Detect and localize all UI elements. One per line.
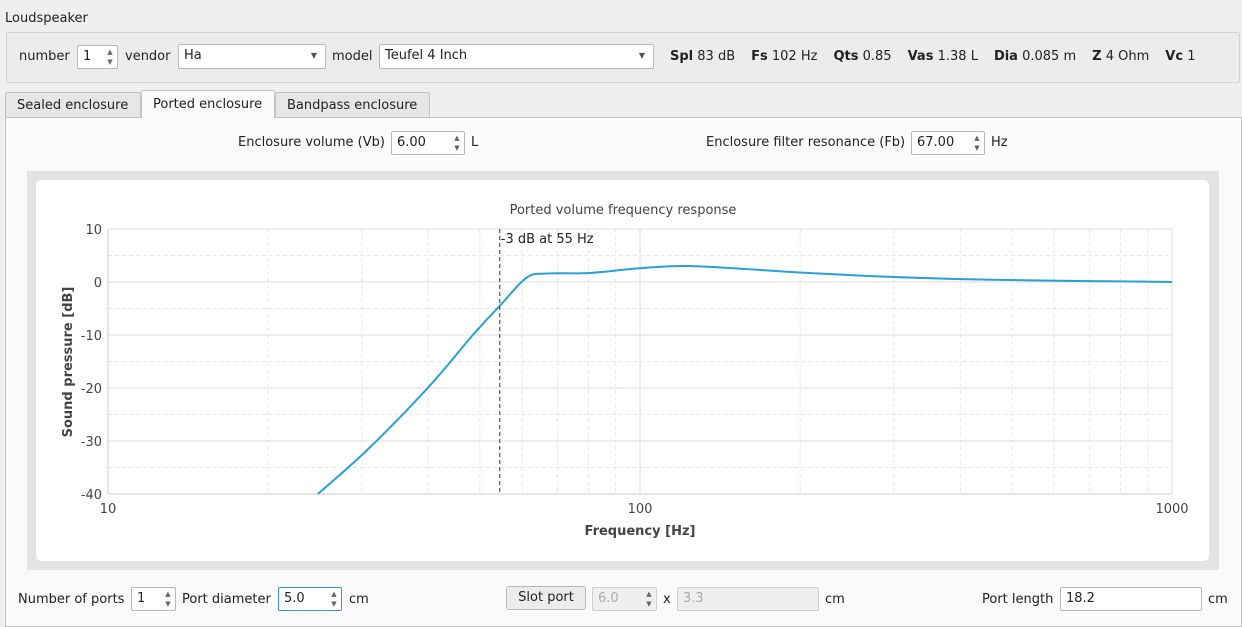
vendor-value: Ha [184, 48, 202, 63]
port-length-value: 18.2 [1066, 591, 1095, 606]
length-unit: cm [1208, 592, 1228, 607]
vb-value: 6.00 [397, 135, 426, 150]
spin-arrows-icon[interactable]: ▲ ▼ [107, 48, 113, 66]
vendor-label: vendor [125, 49, 171, 64]
param-name: Qts [833, 49, 859, 64]
slot-height-field[interactable]: 3.3 [677, 587, 819, 611]
spin-arrows-icon[interactable]: ▲ ▼ [646, 590, 652, 608]
tab-ported-enclosure[interactable]: Ported enclosure [141, 90, 275, 118]
speaker-params: Spl 83 dB Fs 102 Hz Qts 0.85 Vas 1.38 L Dia … [670, 49, 1195, 64]
y-axis-label: Sound pressure [dB] [61, 287, 76, 438]
slot-height-value: 3.3 [683, 591, 704, 606]
model-label: model [332, 49, 373, 64]
param-qts: Qts 0.85 [833, 49, 891, 64]
number-spinbox[interactable]: 1 ▲ ▼ [77, 45, 118, 69]
y-tick-label: -10 [81, 329, 102, 344]
x-tick-label: 1000 [1155, 502, 1188, 517]
slot-port-button[interactable]: Slot port [506, 586, 586, 610]
param-name: Z [1092, 49, 1102, 64]
param-name: Dia [993, 49, 1018, 64]
fb-value: 67.00 [917, 135, 955, 150]
param-unit: m [1063, 49, 1077, 64]
slot-unit: cm [825, 592, 845, 607]
param-unit: Ohm [1118, 49, 1150, 64]
fb-unit: Hz [991, 135, 1008, 150]
ports-spinbox[interactable]: 1 ▲ ▼ [131, 587, 176, 611]
param-vc: Vc 1 [1165, 49, 1195, 64]
param-unit: Hz [800, 49, 818, 64]
slot-x-label: x [663, 592, 671, 607]
vb-spinbox[interactable]: 6.00 ▲ ▼ [391, 131, 465, 155]
ports-value: 1 [137, 591, 146, 606]
length-label: Port length [982, 592, 1054, 607]
param-value: 1 [1187, 49, 1196, 64]
param-spl: Spl 83 dB [670, 49, 735, 64]
chart-title: Ported volume frequency response [510, 203, 737, 218]
group-title: Loudspeaker [5, 11, 88, 26]
param-value: 102 [771, 49, 797, 64]
tab-bandpass-enclosure[interactable]: Bandpass enclosure [275, 92, 430, 118]
spin-arrows-icon[interactable]: ▲ ▼ [165, 590, 171, 608]
param-vas: Vas 1.38 L [908, 49, 978, 64]
param-value: 4 [1105, 49, 1114, 64]
spin-arrows-icon[interactable]: ▲ ▼ [974, 134, 980, 152]
vb-unit: L [471, 135, 479, 150]
tab-sealed-enclosure[interactable]: Sealed enclosure [5, 92, 141, 118]
chevron-down-icon: ▼ [310, 51, 317, 60]
param-fs: Fs 102 Hz [751, 49, 817, 64]
param-value: 1.38 [937, 49, 967, 64]
vendor-combobox[interactable]: Ha ▼ [178, 44, 326, 69]
param-name: Fs [751, 49, 768, 64]
chart-background [36, 180, 1209, 561]
y-tick-label: -40 [81, 488, 102, 503]
param-name: Vas [907, 49, 934, 64]
fb-spinbox[interactable]: 67.00 ▲ ▼ [911, 131, 985, 155]
x-tick-label: 100 [628, 502, 653, 517]
slot-width-value: 6.0 [598, 591, 619, 606]
number-label: number [19, 49, 70, 64]
y-tick-label: 0 [94, 276, 102, 291]
ports-label: Number of ports [18, 592, 125, 607]
param-unit: L [970, 49, 978, 64]
vb-label: Enclosure volume (Vb) [238, 135, 385, 150]
param-z: Z 4 Ohm [1092, 49, 1149, 64]
port-length-field[interactable]: 18.2 [1060, 587, 1202, 611]
diameter-unit: cm [349, 592, 369, 607]
param-value: 0.85 [862, 49, 892, 64]
y-tick-label: 10 [85, 223, 102, 238]
model-combobox[interactable]: Teufel 4 Inch ▼ [379, 44, 654, 69]
cutoff-annotation: -3 dB at 55 Hz [501, 232, 594, 247]
param-dia: Dia 0.085 m [994, 49, 1076, 64]
model-value: Teufel 4 Inch [385, 48, 468, 63]
fb-label: Enclosure filter resonance (Fb) [706, 135, 906, 150]
param-value: 0.085 [1022, 49, 1060, 64]
y-tick-label: -30 [81, 435, 102, 450]
x-axis-label: Frequency [Hz] [585, 524, 696, 539]
param-unit: dB [717, 49, 736, 64]
param-name: Spl [670, 49, 694, 64]
slot-width-spinbox[interactable]: 6.0 ▲ ▼ [592, 587, 657, 611]
diameter-spinbox[interactable]: 5.0 ▲ ▼ [278, 587, 342, 611]
diameter-value: 5.0 [284, 591, 305, 606]
number-value: 1 [83, 49, 92, 64]
response-curve [317, 264, 1173, 495]
spin-arrows-icon[interactable]: ▲ ▼ [454, 134, 460, 152]
y-tick-label: -20 [81, 382, 102, 397]
param-value: 83 [697, 49, 714, 64]
param-name: Vc [1165, 49, 1184, 64]
chevron-down-icon: ▼ [638, 51, 645, 60]
spin-arrows-icon[interactable]: ▲ ▼ [331, 590, 337, 608]
diameter-label: Port diameter [182, 592, 271, 607]
x-tick-label: 10 [100, 502, 117, 517]
